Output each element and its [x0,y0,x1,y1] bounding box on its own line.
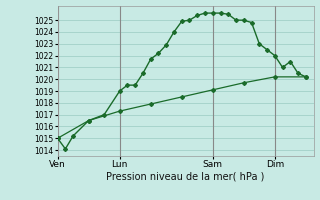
X-axis label: Pression niveau de la mer( hPa ): Pression niveau de la mer( hPa ) [107,172,265,182]
